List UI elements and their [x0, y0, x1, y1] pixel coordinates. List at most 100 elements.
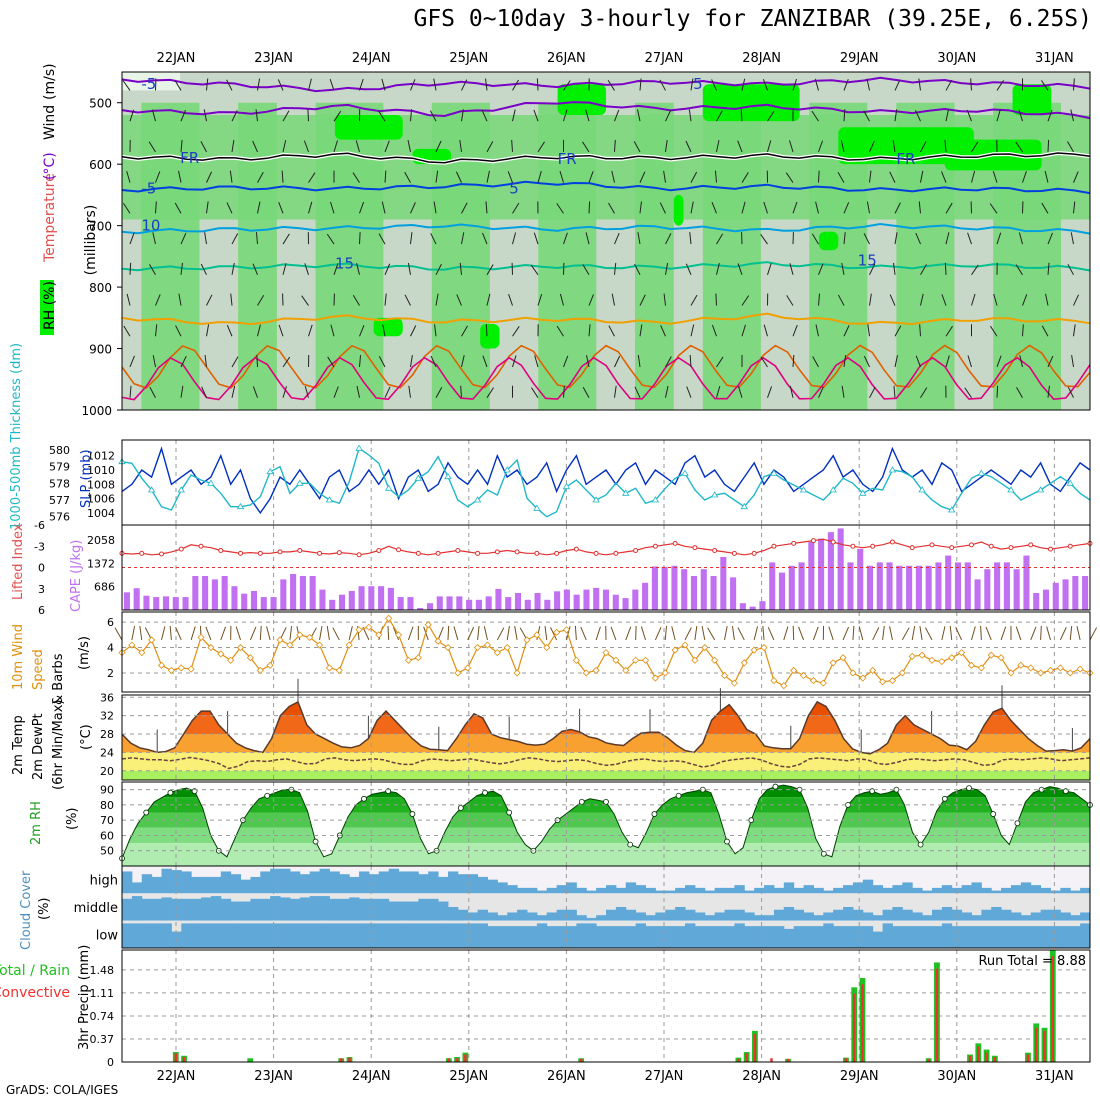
cape-bar	[1003, 562, 1010, 610]
cloud-bar-high	[1060, 887, 1071, 894]
wind-barb	[534, 355, 539, 368]
wind-barb	[715, 293, 717, 306]
cloud-bar-low	[931, 926, 943, 948]
wind-tick-label: 4	[107, 642, 114, 655]
surface-wind-barb	[684, 627, 692, 641]
top-date-label: 28JAN	[742, 51, 781, 66]
cloud-bar-middle	[299, 897, 311, 921]
pressure-tick-label: 600	[89, 158, 112, 172]
cloud-bar-high	[823, 890, 834, 894]
rh2m-point	[941, 795, 948, 802]
cloud-bar-low	[862, 926, 874, 948]
surface-wind-barb	[724, 626, 728, 641]
cloud-bar-high	[922, 890, 933, 894]
cape-bar	[964, 562, 971, 610]
wind-speed-point	[819, 679, 827, 687]
wind-barb	[894, 202, 901, 214]
cape-bar	[1072, 576, 1079, 610]
wind-barb	[410, 109, 413, 122]
wind-barb	[282, 110, 290, 122]
wind-barb	[123, 325, 131, 337]
wind-barb	[989, 203, 998, 214]
rh2m-tick-label: 50	[100, 845, 114, 858]
cloud-bar-low	[556, 926, 567, 948]
li-tick-label: 3	[38, 583, 45, 596]
rh2m-point	[578, 798, 585, 805]
li-point	[850, 543, 856, 549]
wind-speed-point	[582, 669, 590, 677]
wind-barb	[843, 109, 846, 122]
cloud-bar-middle	[1050, 909, 1061, 921]
wind-barb	[818, 263, 824, 275]
cape-bar	[260, 597, 267, 610]
wind-speed-point	[661, 669, 669, 677]
cloud-bar-low	[1080, 923, 1091, 948]
cape-bar	[984, 569, 991, 610]
wind-speed-point	[1066, 669, 1074, 677]
rh2m-point	[312, 838, 319, 845]
surface-wind-barb	[169, 625, 172, 640]
wind-barb	[508, 294, 513, 306]
cloud-bar-high	[625, 882, 637, 894]
wind-barb	[384, 140, 390, 153]
wind-speed-point	[375, 631, 383, 639]
wind-barb	[277, 79, 284, 91]
wind-barb	[711, 202, 717, 214]
wind-barb	[737, 263, 743, 275]
slp-tick-label: 1008	[87, 478, 115, 491]
cloud-bar-middle	[685, 909, 696, 921]
rh2m-point	[845, 802, 851, 808]
cape-bar	[162, 596, 170, 610]
wind-barb	[486, 387, 494, 398]
rh-saturated-patch	[673, 194, 684, 226]
cloud-bar-high	[457, 874, 469, 894]
thickness-point	[799, 486, 808, 493]
wind-barb	[126, 170, 131, 183]
wind-barb	[815, 201, 819, 214]
cape-bar	[583, 589, 590, 610]
wind-barb	[716, 140, 720, 152]
cloud-bar-high	[438, 876, 449, 894]
rh-saturated-patch	[373, 317, 403, 337]
wind-speed-point	[513, 669, 521, 677]
wind-barb	[308, 201, 313, 214]
cape-bar	[642, 582, 649, 610]
wind-barb	[530, 264, 539, 276]
contour-label: FR	[896, 150, 915, 168]
cape-tick-label: 686	[94, 581, 115, 594]
wind-barb	[716, 263, 720, 275]
cloud-bar-low	[1070, 926, 1081, 948]
thickness-point	[622, 489, 630, 496]
rh2m-point	[772, 783, 779, 790]
wind-speed-point	[1027, 664, 1035, 672]
cloud-bar-high	[151, 876, 163, 894]
cloud-bar-middle	[803, 912, 814, 921]
cloud-bar-middle	[191, 898, 202, 921]
wind-barb	[512, 79, 519, 91]
cloud-bar-low	[359, 923, 370, 948]
wind-barb	[637, 355, 641, 368]
cloud-bar-high	[507, 885, 518, 894]
cloud-frame	[121, 865, 1091, 949]
cloud-bar-high	[655, 890, 666, 894]
cloud-bar-middle	[823, 912, 834, 921]
wind-barb	[818, 386, 824, 398]
rh2m-tick-label: 60	[100, 829, 114, 842]
wind-barb	[716, 386, 721, 398]
cloud-bar-high	[872, 885, 884, 894]
thickness-point	[1036, 486, 1045, 493]
wind-barb	[231, 139, 235, 152]
surface-wind-barb	[707, 627, 716, 641]
li-point	[1028, 542, 1034, 548]
wind-barb	[767, 140, 772, 153]
wind-barb	[152, 232, 156, 245]
wind-barb	[741, 201, 746, 214]
cloud-bar-low	[526, 926, 538, 948]
cape-bar	[739, 603, 746, 610]
surface-wind-barb	[161, 626, 166, 641]
cape-bar	[280, 579, 287, 610]
wind-barb	[941, 294, 947, 306]
dewpoint-line	[121, 756, 1091, 770]
wind-barb	[129, 109, 135, 122]
wind-speed-point	[790, 666, 798, 674]
